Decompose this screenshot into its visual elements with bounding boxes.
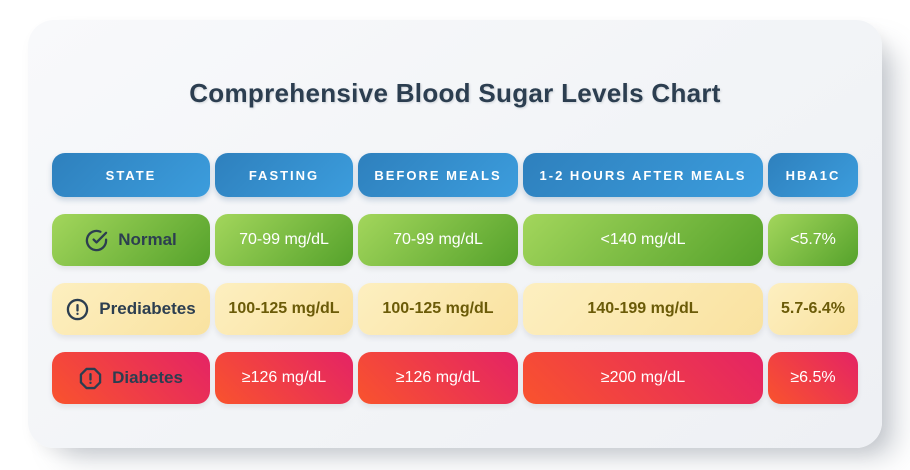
state-cell-diabetes: Diabetes [52, 352, 210, 404]
page-title: Comprehensive Blood Sugar Levels Chart [189, 78, 721, 108]
diabetes-before-meals-value: ≥126 mg/dL [358, 352, 518, 404]
normal-fasting-value: 70-99 mg/dL [215, 214, 353, 266]
prediabetes-after-meals-value: 140-199 mg/dL [523, 283, 763, 335]
state-cell-prediabetes: Prediabetes [52, 283, 210, 335]
prediabetes-before-meals-value: 100-125 mg/dL [358, 283, 518, 335]
header-cell-state: STATE [52, 153, 210, 197]
blood-sugar-card: Comprehensive Blood Sugar Levels Chart S… [28, 20, 882, 448]
table-row-prediabetes: Prediabetes 100-125 mg/dL 100-125 mg/dL … [52, 283, 858, 335]
normal-before-meals-value: 70-99 mg/dL [358, 214, 518, 266]
diabetes-after-meals-value: ≥200 mg/dL [523, 352, 763, 404]
table-row-diabetes: Diabetes ≥126 mg/dL ≥126 mg/dL ≥200 mg/d… [52, 352, 858, 404]
state-cell-normal: Normal [52, 214, 210, 266]
header-cell-after-meals: 1-2 HOURS AFTER MEALS [523, 153, 763, 197]
header-cell-hba1c: HBA1C [768, 153, 858, 197]
alert-circle-icon [66, 298, 89, 321]
table-row-normal: Normal 70-99 mg/dL 70-99 mg/dL <140 mg/d… [52, 214, 858, 266]
diabetes-fasting-value: ≥126 mg/dL [215, 352, 353, 404]
table-header-row: STATE FASTING BEFORE MEALS 1-2 HOURS AFT… [52, 153, 858, 197]
alert-octagon-icon [79, 367, 102, 390]
state-label-normal: Normal [118, 230, 177, 249]
state-label-prediabetes: Prediabetes [99, 299, 196, 318]
prediabetes-fasting-value: 100-125 mg/dL [215, 283, 353, 335]
check-circle-icon [85, 229, 108, 252]
diabetes-hba1c-value: ≥6.5% [768, 352, 858, 404]
prediabetes-hba1c-value: 5.7-6.4% [768, 283, 858, 335]
header-cell-before-meals: BEFORE MEALS [358, 153, 518, 197]
state-label-diabetes: Diabetes [112, 368, 183, 387]
header-cell-fasting: FASTING [215, 153, 353, 197]
normal-hba1c-value: <5.7% [768, 214, 858, 266]
blood-sugar-table: STATE FASTING BEFORE MEALS 1-2 HOURS AFT… [52, 153, 858, 404]
normal-after-meals-value: <140 mg/dL [523, 214, 763, 266]
